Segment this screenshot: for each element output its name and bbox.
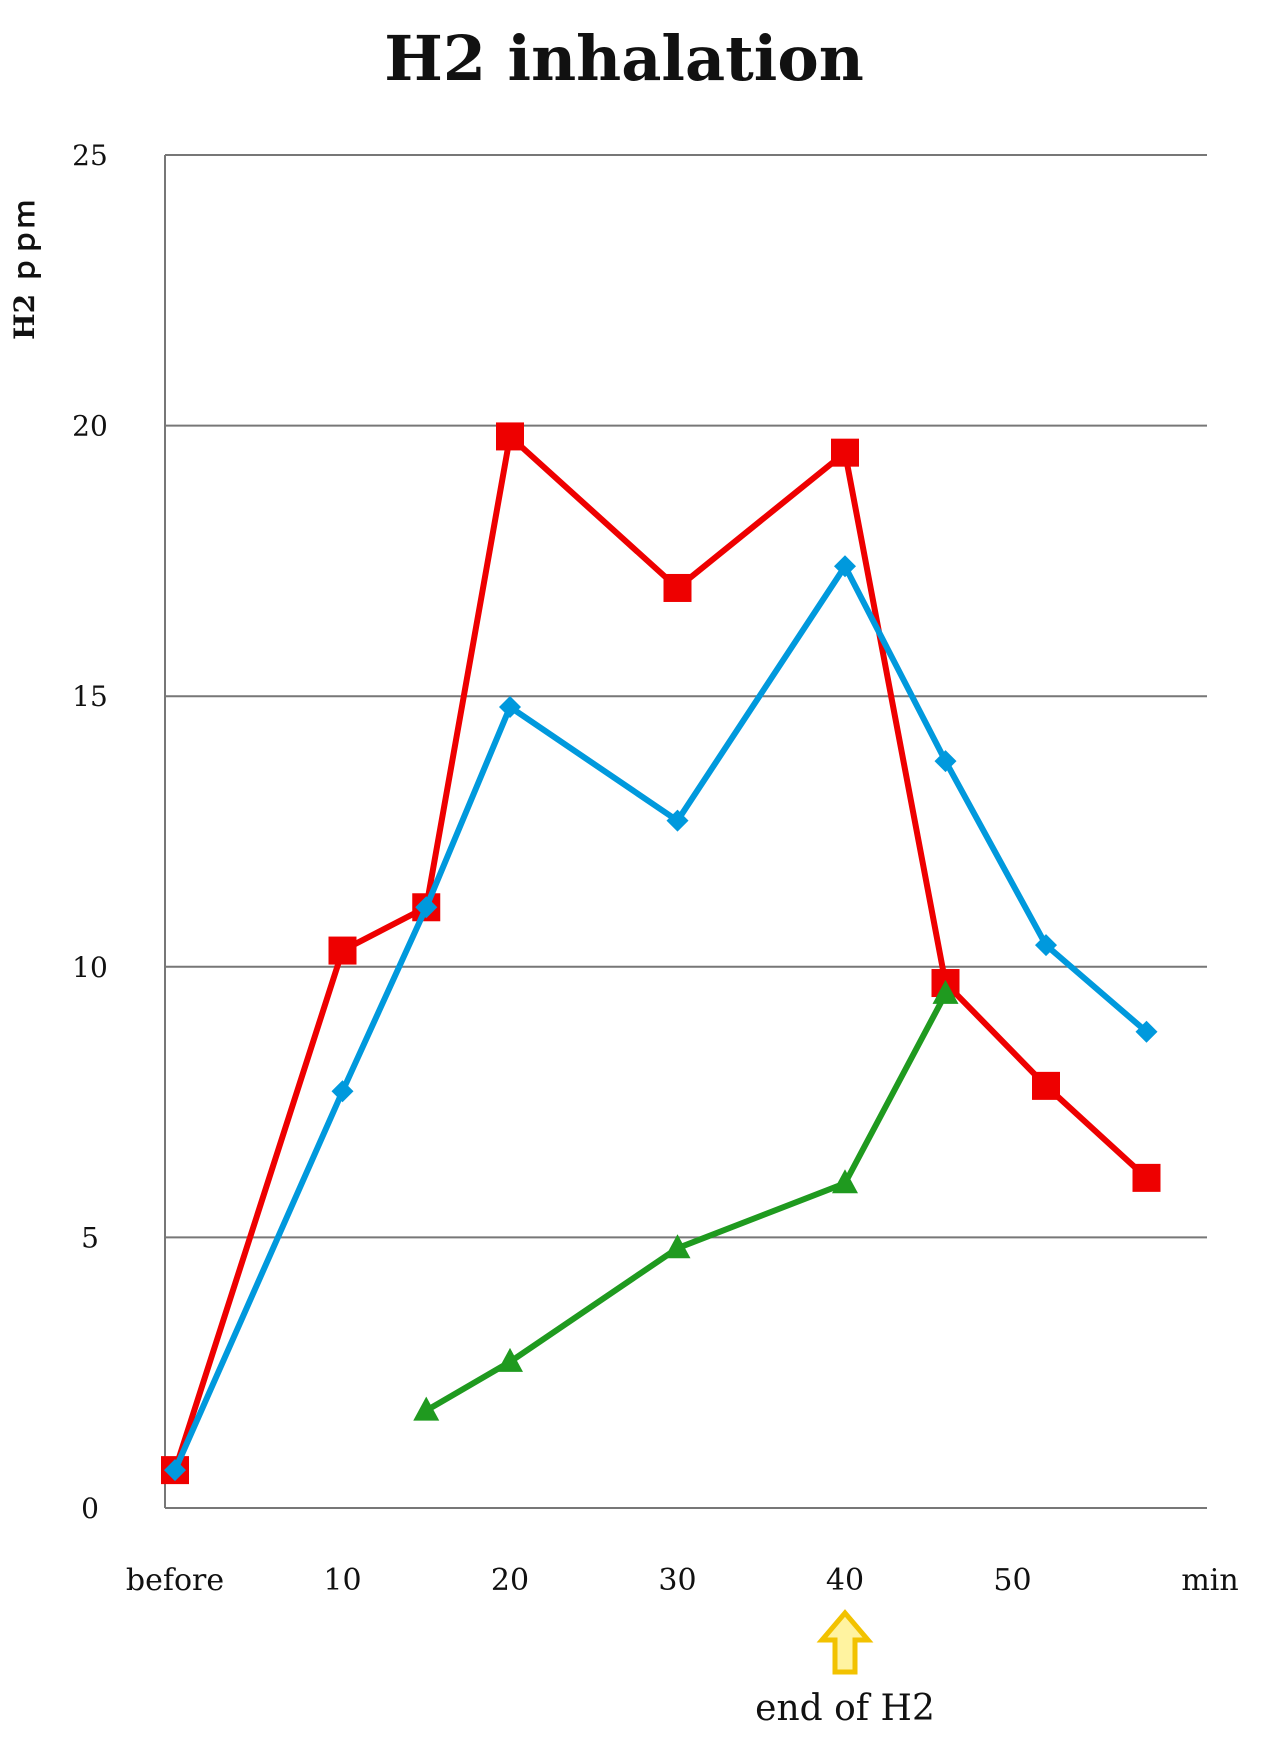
x-tick-label: 50 xyxy=(993,1563,1031,1598)
series-line xyxy=(172,433,1149,1472)
data-point-diamond xyxy=(1035,934,1057,957)
series-square xyxy=(161,422,1161,1485)
data-point-square xyxy=(496,422,524,451)
x-axis-unit-label: min xyxy=(1181,1563,1238,1598)
data-point-diamond xyxy=(164,1459,186,1482)
data-point-diamond xyxy=(1135,1020,1158,1043)
up-arrow-icon xyxy=(816,1609,874,1675)
x-tick-label: 20 xyxy=(491,1563,529,1598)
gridlines xyxy=(164,154,1207,1509)
y-tick-label: 5 xyxy=(81,1221,99,1254)
x-tick-label: before xyxy=(126,1563,224,1598)
data-point-triangle xyxy=(413,1396,440,1421)
data-point-diamond xyxy=(331,1080,354,1103)
y-tick-label: 10 xyxy=(72,951,108,984)
data-point-triangle xyxy=(664,1234,691,1259)
x-tick-label: 30 xyxy=(658,1563,696,1598)
data-point-diamond xyxy=(834,555,856,578)
annotation-label: end of H2 xyxy=(755,1688,935,1729)
data-point-diamond xyxy=(499,696,521,719)
data-point-diamond xyxy=(415,896,438,919)
series-triangle xyxy=(413,979,959,1421)
y-tick-label: 25 xyxy=(72,139,108,172)
data-point-square xyxy=(1032,1071,1060,1100)
data-point-square xyxy=(1132,1163,1161,1192)
y-axis-label: H2 ｐｐｍ xyxy=(8,200,42,340)
data-point-triangle xyxy=(832,1169,858,1194)
y-tick-label: 20 xyxy=(72,410,108,443)
data-point-diamond xyxy=(666,809,689,832)
y-tick-label: 15 xyxy=(72,680,108,713)
y-tick-labels: 0 5 10 15 20 25 xyxy=(72,139,108,1525)
x-tick-label: 40 xyxy=(826,1563,864,1598)
data-point-triangle xyxy=(497,1347,523,1372)
end-annotation: end of H2 xyxy=(755,1609,935,1729)
data-point-triangle xyxy=(932,979,959,1004)
chart-title: H2 inhalation xyxy=(384,22,864,95)
y-tick-label: 0 xyxy=(81,1492,99,1525)
data-point-square xyxy=(328,936,357,965)
series-group xyxy=(161,422,1161,1485)
series-line xyxy=(424,992,949,1414)
series-diamond xyxy=(164,555,1158,1482)
data-point-square xyxy=(831,438,859,467)
data-point-square xyxy=(663,573,692,602)
x-tick-labels: before 10 20 30 40 50 xyxy=(126,1563,1032,1598)
data-point-diamond xyxy=(934,750,957,773)
x-tick-label: 10 xyxy=(323,1563,361,1598)
